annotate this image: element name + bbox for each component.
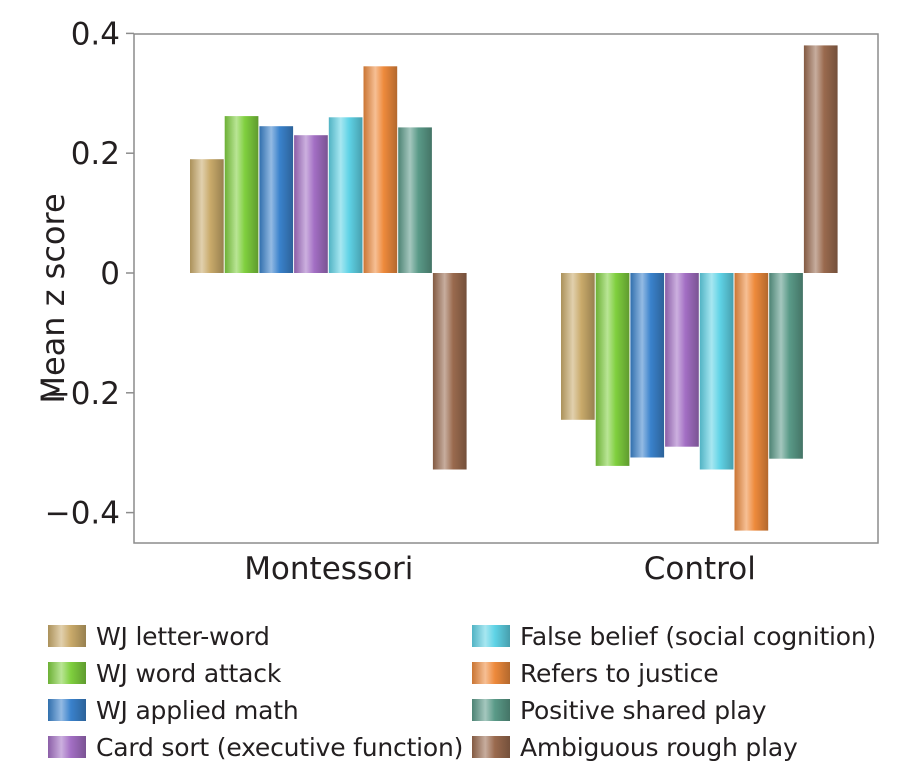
bar-montessori-4 <box>328 117 363 273</box>
y-tick-label: −0.4 <box>45 496 120 532</box>
legend-item: WJ applied math <box>48 692 299 728</box>
y-tick-label: 0 <box>100 256 120 292</box>
bar-control-4 <box>699 273 734 470</box>
bar-montessori-1 <box>224 116 259 273</box>
y-axis-title: Mean z score <box>34 193 72 403</box>
bar-chart: 0.4 0.2 0 −0.2 −0.4 Mean z score Montessori Con… <box>34 16 879 587</box>
legend-label: Ambiguous rough play <box>520 732 798 762</box>
bar-montessori-6 <box>398 127 432 274</box>
legend-label: Positive shared play <box>520 695 767 725</box>
x-category-label: Control <box>644 551 756 587</box>
legend-swatch <box>48 736 86 758</box>
bar-montessori-7 <box>432 273 467 470</box>
bar-control-1 <box>595 273 630 466</box>
legend-swatch <box>472 662 510 684</box>
legend-swatch <box>472 625 510 647</box>
legend-label: Refers to justice <box>520 658 719 688</box>
legend-swatch <box>472 699 510 721</box>
bar-montessori-5 <box>363 66 398 273</box>
legend-swatch <box>48 699 86 721</box>
legend-item: Ambiguous rough play <box>472 729 798 765</box>
bar-control-3 <box>665 273 699 447</box>
legend-label: WJ word attack <box>96 658 282 688</box>
legend-swatch <box>48 625 86 647</box>
legend-label: False belief (social cognition) <box>520 621 877 651</box>
bar-montessori-3 <box>294 135 328 273</box>
x-category-label: Montessori <box>244 551 413 587</box>
legend-swatch <box>48 662 86 684</box>
legend-item: WJ letter-word <box>48 618 270 654</box>
legend-label: WJ letter-word <box>96 621 270 651</box>
y-tick-label: 0.2 <box>71 136 120 172</box>
bar-control-0 <box>561 273 595 420</box>
bar-montessori-2 <box>259 126 294 273</box>
bar-montessori-0 <box>190 159 224 273</box>
plot-frame <box>133 33 879 544</box>
bar-control-6 <box>769 273 803 459</box>
bar-control-7 <box>803 45 838 274</box>
bar-control-2 <box>630 273 665 458</box>
legend-item: Refers to justice <box>472 655 719 691</box>
legend-item: Positive shared play <box>472 692 767 728</box>
legend-item: Card sort (executive function) <box>48 729 463 765</box>
legend-item: WJ word attack <box>48 655 281 691</box>
legend-item: False belief (social cognition) <box>472 618 876 654</box>
legend-swatch <box>472 736 510 758</box>
bar-control-5 <box>734 273 769 531</box>
y-tick-label: −0.2 <box>45 376 120 412</box>
y-tick-label: 0.4 <box>71 16 120 52</box>
legend-label: Card sort (executive function) <box>96 732 464 762</box>
legend-label: WJ applied math <box>96 695 299 725</box>
